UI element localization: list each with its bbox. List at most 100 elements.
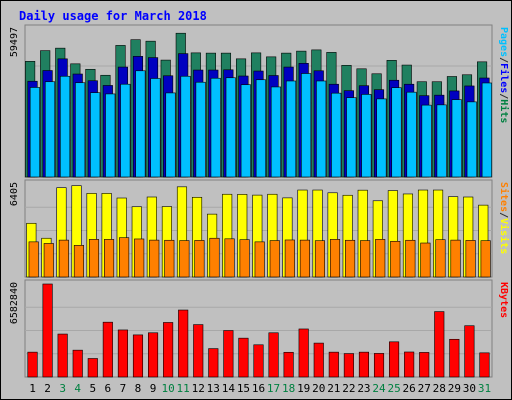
bar-sites-day-31 [480, 240, 491, 278]
bar-sites-day-14 [224, 238, 235, 278]
bar-kbytes-day-15 [238, 337, 249, 378]
bar-kbytes-day-18 [283, 351, 294, 378]
day-label: 14 [222, 382, 236, 395]
day-label: 29 [448, 382, 461, 395]
bar-kbytes-day-26 [404, 351, 415, 378]
bar-sites-day-11 [179, 240, 190, 278]
day-label: 27 [418, 382, 431, 395]
panel-hits-ymax-label: 59497 [9, 27, 20, 57]
bar-pages-day-14 [225, 77, 236, 178]
bar-sites-day-22 [345, 239, 356, 278]
series-kbytes [27, 283, 490, 378]
bar-pages-day-31 [481, 82, 492, 178]
panel-kbytes-right-label: KBytes [498, 282, 509, 318]
bar-kbytes-day-19 [298, 328, 309, 378]
panel-visits-right-label: Sites/Visits [498, 182, 510, 254]
bar-pages-day-13 [210, 77, 221, 178]
day-label: 22 [342, 382, 355, 395]
day-label: 16 [252, 382, 265, 395]
day-label: 31 [478, 382, 491, 395]
day-label: 6 [105, 382, 112, 395]
day-label: 9 [150, 382, 157, 395]
bar-sites-day-27 [420, 242, 431, 278]
bar-pages-day-18 [285, 80, 297, 178]
day-label: 26 [403, 382, 416, 395]
series-sites [28, 237, 491, 278]
bar-sites-day-9 [149, 239, 160, 278]
bar-sites-day-23 [360, 240, 371, 278]
bar-sites-day-3 [58, 239, 69, 278]
bar-kbytes-day-25 [389, 341, 400, 378]
bar-sites-day-25 [390, 240, 401, 278]
bar-pages-day-23 [361, 94, 372, 178]
bar-sites-day-12 [194, 240, 205, 278]
bar-kbytes-day-9 [148, 332, 159, 378]
panel-visits-ymax-label: 6405 [9, 182, 20, 206]
bar-kbytes-day-17 [268, 332, 279, 378]
bar-pages-day-7 [120, 83, 131, 178]
day-label: 23 [357, 382, 370, 395]
bar-kbytes-day-30 [464, 325, 475, 378]
bar-sites-day-17 [269, 240, 280, 278]
chart-title: Daily usage for March 2018 [19, 9, 207, 23]
bar-kbytes-day-7 [117, 329, 128, 378]
day-label: 13 [207, 382, 220, 395]
bar-kbytes-day-27 [419, 352, 430, 378]
bar-sites-day-13 [209, 237, 220, 278]
right-label-part: Sites [498, 182, 510, 212]
bar-pages-day-5 [90, 92, 101, 178]
bar-pages-day-11 [180, 75, 191, 178]
bar-kbytes-day-2 [42, 283, 53, 378]
bar-kbytes-day-11 [178, 309, 189, 378]
bar-kbytes-day-28 [434, 311, 445, 378]
bar-kbytes-day-1 [27, 351, 38, 378]
bar-pages-day-29 [451, 99, 462, 178]
day-label: 3 [59, 382, 66, 395]
day-label: 11 [177, 382, 190, 395]
bar-sites-day-8 [134, 238, 145, 278]
right-label-part: Pages [498, 27, 509, 57]
bar-kbytes-day-20 [313, 342, 324, 378]
bar-kbytes-day-23 [358, 351, 370, 378]
panel-kbytes: 6582840 KBytes [9, 279, 509, 378]
panel-hits: 59497 Pages/Files/Hits [9, 24, 510, 178]
right-label-part: KBytes [498, 282, 509, 318]
day-label: 15 [237, 382, 250, 395]
bar-pages-day-17 [270, 86, 282, 178]
bar-sites-day-21 [329, 239, 341, 278]
bar-pages-day-4 [75, 82, 86, 178]
day-label: 18 [282, 382, 295, 395]
bar-kbytes-day-16 [253, 344, 264, 378]
series-pages [29, 70, 492, 178]
bar-kbytes-day-21 [328, 351, 339, 378]
bar-sites-day-10 [164, 239, 175, 278]
right-label-part: / [498, 57, 509, 63]
day-label: 24 [372, 382, 386, 395]
panel-hits-right-label: Pages/Files/Hits [498, 27, 510, 123]
bar-pages-day-12 [195, 81, 206, 178]
bar-pages-day-26 [406, 91, 417, 178]
bar-kbytes-day-4 [72, 349, 83, 378]
bar-sites-day-29 [450, 239, 461, 278]
right-label-part: Visits [498, 218, 510, 254]
bar-pages-day-19 [301, 73, 312, 178]
bar-kbytes-day-29 [449, 338, 460, 378]
bar-kbytes-day-31 [479, 352, 490, 378]
bar-pages-day-9 [150, 78, 161, 178]
bar-sites-day-24 [375, 239, 386, 278]
bar-pages-day-15 [240, 84, 251, 178]
right-label-part: / [498, 93, 509, 99]
bar-kbytes-day-22 [343, 353, 354, 378]
bar-sites-day-15 [239, 239, 250, 278]
bar-pages-day-21 [331, 92, 342, 178]
bar-kbytes-day-5 [87, 358, 98, 378]
bar-sites-day-26 [405, 239, 416, 278]
day-label: 30 [463, 382, 476, 395]
bar-sites-day-5 [88, 239, 100, 278]
panel-kbytes-ymax-label: 6582840 [9, 282, 20, 324]
bar-sites-day-1 [28, 241, 39, 278]
right-label-part: Hits [498, 99, 510, 123]
day-label: 20 [312, 382, 325, 395]
bar-kbytes-day-10 [163, 322, 174, 378]
bar-kbytes-day-12 [193, 324, 204, 378]
